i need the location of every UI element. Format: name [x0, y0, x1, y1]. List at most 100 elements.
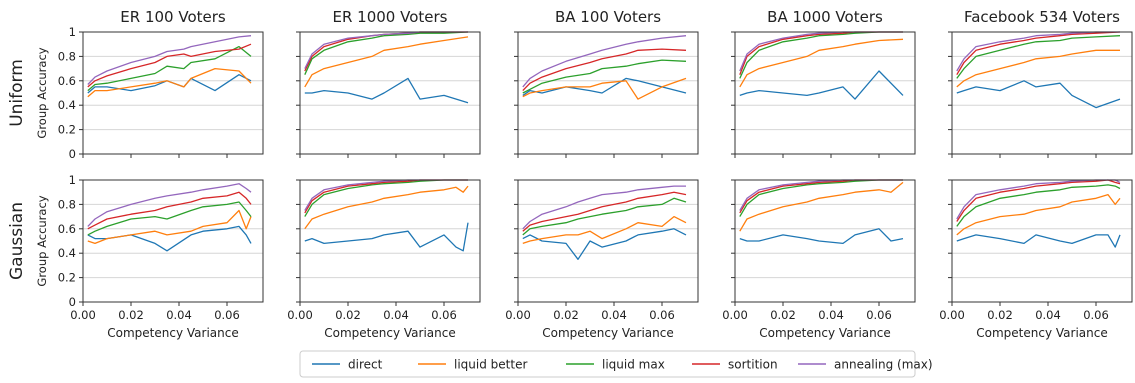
y-tick-label: 0 — [69, 295, 76, 309]
series-line-sortition — [739, 179, 903, 214]
x-axis-label: Competency Variance — [542, 326, 673, 340]
series-line-liquid-better — [304, 185, 469, 230]
series-line-sortition — [956, 31, 1121, 76]
series-line-liquid-max — [522, 197, 687, 236]
y-tick-label: 1 — [69, 173, 76, 187]
series-line-direct — [304, 222, 469, 252]
column-title: BA 100 Voters — [555, 8, 661, 26]
x-axis-label: Competency Variance — [976, 326, 1107, 340]
series-line-direct — [522, 228, 687, 260]
column-title: BA 1000 Voters — [767, 8, 883, 26]
series-line-sortition — [739, 31, 903, 75]
chart-panel: 0 0.2 0.4 0.6 0.8 1 — [58, 25, 264, 161]
y-tick-label: 1 — [69, 25, 76, 39]
x-tick-label: 0.04 — [166, 308, 192, 322]
y-tick-label: 0.6 — [58, 222, 76, 236]
series-line-liquid-max — [304, 31, 469, 75]
chart-panel — [731, 31, 916, 158]
legend-label: liquid max — [602, 358, 665, 372]
legend: direct liquid better liquid max sortition an… — [299, 350, 933, 378]
chart-panel: 0 0.2 0.4 0.6 0.8 1 0.00 0.02 0.04 0.06 Competency… — [58, 173, 264, 340]
x-axis-label: Competency Variance — [324, 326, 455, 340]
y-axis-label: Group Accuracy — [35, 195, 49, 286]
plot-frame — [517, 31, 699, 155]
series-line-liquid-better — [956, 49, 1120, 88]
series-line-liquid-better — [739, 181, 904, 232]
column-title: Facebook 534 Voters — [964, 8, 1120, 26]
y-axis-label: Group Accuracy — [35, 47, 49, 138]
series-line-annealing-max — [304, 179, 468, 211]
row-title: Gaussian — [7, 202, 27, 280]
x-tick-label: 0.02 — [553, 308, 579, 322]
series-line-annealing-max — [739, 179, 903, 211]
series-line-liquid-better — [304, 36, 469, 88]
x-tick-label: 0.06 — [866, 308, 892, 322]
series-line-direct — [956, 80, 1121, 109]
legend-label: direct — [348, 358, 383, 372]
series-line-direct — [956, 234, 1121, 248]
chart-panel: 0.00 0.02 0.04 0.06 Competency Variance — [939, 179, 1133, 340]
series-line-annealing-max — [956, 31, 1120, 72]
x-tick-label: 0.02 — [770, 308, 796, 322]
y-tick-label: 0.6 — [58, 74, 76, 88]
x-tick-label: 0.00 — [70, 308, 96, 322]
series-line-annealing-max — [522, 35, 687, 88]
x-axis-label: Competency Variance — [107, 326, 238, 340]
y-tick-label: 0 — [69, 147, 76, 161]
y-tick-label: 0.2 — [58, 123, 76, 137]
plot-frame — [299, 179, 481, 303]
series-line-sortition — [304, 179, 468, 214]
legend-label: sortition — [728, 358, 778, 372]
y-tick-label: 0.4 — [58, 98, 76, 112]
series-line-annealing-max — [739, 31, 903, 72]
x-tick-label: 0.04 — [1035, 308, 1061, 322]
series-line-sortition — [522, 48, 687, 92]
series-line-direct — [87, 225, 252, 252]
plot-frame — [951, 31, 1133, 155]
x-tick-label: 0.00 — [287, 308, 313, 322]
x-tick-label: 0.06 — [649, 308, 675, 322]
x-tick-label: 0.00 — [722, 308, 748, 322]
series-line-sortition — [87, 191, 252, 230]
x-tick-label: 0.04 — [383, 308, 409, 322]
y-tick-label: 0.2 — [58, 271, 76, 285]
series-line-sortition — [522, 191, 687, 232]
legend-label: annealing (max) — [834, 358, 933, 372]
column-title: ER 1000 Voters — [333, 8, 448, 26]
series-line-liquid-better — [522, 77, 687, 100]
series-line-liquid-max — [522, 59, 687, 94]
series-line-annealing-max — [87, 183, 252, 227]
plot-frame — [82, 31, 264, 155]
series-line-liquid-better — [87, 209, 252, 245]
x-tick-label: 0.00 — [939, 308, 965, 322]
plot-frame — [299, 31, 481, 155]
x-tick-label: 0.02 — [118, 308, 144, 322]
row-title: Uniform — [7, 59, 27, 127]
y-tick-label: 0.8 — [58, 49, 76, 63]
x-tick-label: 0.06 — [1083, 308, 1109, 322]
series-line-liquid-better — [522, 215, 687, 245]
series-line-liquid-max — [956, 184, 1121, 227]
series-line-liquid-max — [87, 201, 252, 236]
y-tick-label: 0.8 — [58, 197, 76, 211]
x-axis-label: Competency Variance — [759, 326, 890, 340]
series-line-direct — [304, 77, 469, 104]
series-line-liquid-better — [956, 193, 1121, 236]
x-tick-label: 0.04 — [601, 308, 627, 322]
legend-label: liquid better — [454, 358, 527, 372]
column-title: ER 100 Voters — [120, 8, 226, 26]
x-tick-label: 0.02 — [987, 308, 1013, 322]
series-line-liquid-max — [956, 35, 1121, 79]
series-line-direct — [739, 70, 904, 100]
plot-frame — [951, 179, 1133, 303]
x-tick-label: 0.00 — [505, 308, 531, 322]
series-line-direct — [739, 228, 904, 245]
series-line-liquid-max — [87, 45, 252, 92]
chart-panel: 0.00 0.02 0.04 0.06 Competency Variance — [287, 179, 481, 340]
series-line-annealing-max — [522, 185, 686, 230]
chart-panel — [296, 31, 481, 158]
chart-panel: 0.00 0.02 0.04 0.06 Competency Variance — [505, 179, 699, 340]
x-tick-label: 0.04 — [818, 308, 844, 322]
chart-panel — [948, 31, 1133, 158]
